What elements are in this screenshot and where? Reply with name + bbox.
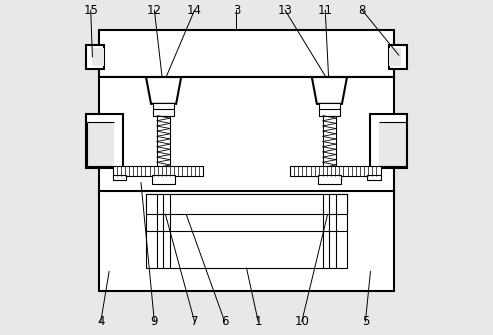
Bar [152,175,176,184]
Bar [112,166,203,176]
Text: 13: 13 [278,4,292,16]
Bar [318,175,341,184]
Text: 4: 4 [97,315,105,328]
Text: 15: 15 [83,4,98,16]
Text: 1: 1 [254,315,262,328]
Text: 5: 5 [362,315,369,328]
Text: 6: 6 [221,315,228,328]
Text: 11: 11 [317,4,333,16]
Bar [157,116,170,168]
Bar [99,77,394,194]
Bar [112,175,126,180]
Text: 10: 10 [294,315,309,328]
Bar [389,45,407,69]
Text: 7: 7 [191,315,198,328]
Bar [322,116,336,168]
Text: 8: 8 [358,4,366,16]
Text: 12: 12 [147,4,162,16]
Polygon shape [312,77,347,104]
Bar [99,191,394,291]
Bar [389,48,401,66]
Bar [146,194,347,268]
Bar [87,122,114,166]
Bar [86,114,123,168]
Bar [153,103,175,116]
Bar [370,114,407,168]
Text: 9: 9 [151,315,158,328]
Bar [86,45,104,69]
Text: 14: 14 [187,4,202,16]
Polygon shape [146,77,181,104]
Bar [290,166,381,176]
Bar [318,103,340,116]
Bar [379,122,406,166]
Bar [367,175,381,180]
Bar [99,30,394,77]
Bar [146,194,347,214]
Text: 3: 3 [233,4,240,16]
Bar [92,48,104,66]
